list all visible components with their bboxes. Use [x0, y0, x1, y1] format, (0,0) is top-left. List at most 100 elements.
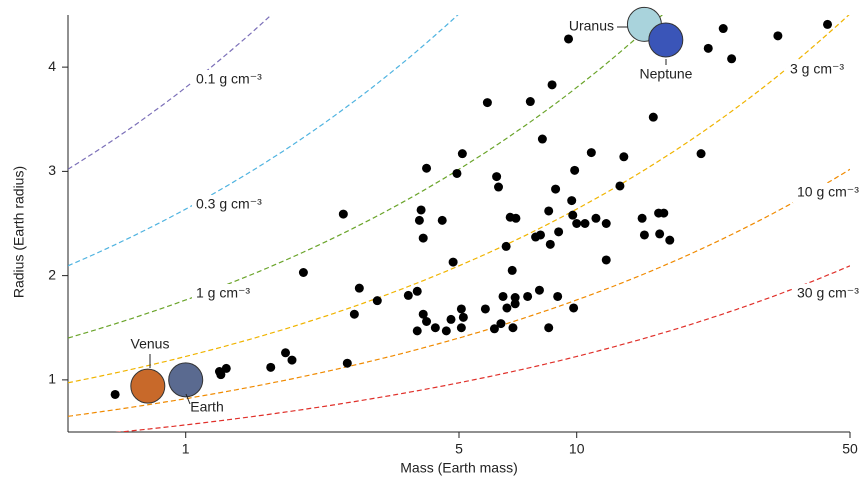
exoplanet-point	[501, 241, 511, 251]
exoplanet-point	[221, 363, 231, 373]
x-tick-label: 5	[455, 441, 463, 457]
exoplanet-point	[494, 182, 504, 192]
density-label: 0.1 g cm⁻³	[196, 71, 262, 87]
exoplanet-point	[564, 34, 574, 44]
exoplanet-point	[338, 209, 348, 219]
exoplanet-point	[591, 213, 601, 223]
label-bg	[192, 195, 276, 215]
planet-label: Earth	[190, 399, 223, 415]
exoplanet-point	[773, 31, 783, 41]
planet-label: Uranus	[569, 18, 614, 34]
density-curve	[68, 15, 459, 267]
planet-label: Neptune	[640, 66, 693, 82]
exoplanet-point	[456, 304, 466, 314]
exoplanet-point	[457, 149, 467, 159]
planet	[130, 368, 166, 404]
exoplanet-point	[544, 206, 554, 216]
exoplanet-point	[441, 326, 451, 336]
y-tick-label: 3	[48, 162, 56, 178]
exoplanet-point	[619, 152, 629, 162]
exoplanet-point	[422, 316, 432, 326]
exoplanet-point	[648, 112, 658, 122]
exoplanet-point	[216, 370, 226, 380]
exoplanet-point	[718, 24, 728, 34]
exoplanet-point	[569, 303, 579, 313]
x-tick-label: 10	[569, 441, 585, 457]
exoplanet-point	[498, 291, 508, 301]
density-label: 10 g cm⁻³	[797, 184, 859, 200]
exoplanet-point	[823, 19, 833, 29]
exoplanet-point	[507, 265, 517, 275]
exoplanet-point	[418, 309, 428, 319]
density-label: 3 g cm⁻³	[790, 61, 844, 77]
label-bg	[192, 284, 276, 304]
density-curve	[68, 15, 272, 170]
exoplanet-point	[551, 184, 561, 194]
exoplanet-point	[567, 196, 577, 206]
exoplanet-point	[266, 362, 276, 372]
label-bg	[793, 183, 864, 203]
exoplanet-point	[523, 291, 533, 301]
exoplanet-point	[414, 215, 424, 225]
exoplanet-point	[458, 312, 468, 322]
exoplanet-point	[570, 165, 580, 175]
exoplanet-point	[511, 213, 521, 223]
planet	[648, 22, 684, 58]
exoplanet-point	[508, 323, 518, 333]
leader-line	[185, 393, 191, 405]
exoplanet-point	[281, 348, 291, 358]
planet	[168, 362, 204, 398]
exoplanet-point	[492, 172, 502, 182]
y-tick-label: 4	[48, 58, 56, 74]
density-curve	[68, 15, 850, 384]
exoplanet-point	[416, 205, 426, 215]
x-tick-label: 1	[182, 441, 190, 457]
exoplanet-point	[496, 319, 506, 329]
planet-label: Venus	[131, 336, 170, 352]
exoplanet-point	[537, 134, 547, 144]
exoplanet-point	[349, 309, 359, 319]
x-axis-label: Mass (Earth mass)	[400, 460, 517, 476]
exoplanet-point	[482, 98, 492, 108]
exoplanet-point	[422, 163, 432, 173]
exoplanet-point	[446, 314, 456, 324]
exoplanet-point	[412, 326, 422, 336]
exoplanet-point	[554, 227, 564, 237]
density-label: 1 g cm⁻³	[196, 285, 250, 301]
exoplanet-point	[354, 283, 364, 293]
exoplanet-point	[553, 291, 563, 301]
exoplanet-point	[534, 285, 544, 295]
exoplanet-point	[601, 219, 611, 228]
exoplanet-point	[703, 43, 713, 53]
exoplanet-point	[696, 149, 706, 159]
exoplanet-point	[510, 299, 520, 309]
exoplanet-point	[665, 235, 675, 245]
exoplanet-point	[418, 233, 428, 243]
exoplanet-point	[456, 323, 466, 333]
exoplanet-point	[637, 213, 647, 223]
exoplanet-point	[403, 290, 413, 300]
exoplanet-point	[287, 355, 297, 365]
label-bg	[192, 70, 276, 90]
exoplanet-point	[727, 54, 737, 64]
exoplanet-point	[412, 286, 422, 296]
exoplanet-point	[502, 303, 512, 313]
y-tick-label: 1	[48, 371, 56, 387]
density-curve	[68, 168, 850, 417]
exoplanet-point	[601, 255, 611, 265]
exoplanet-point	[110, 389, 120, 399]
exoplanet-point	[659, 208, 669, 218]
label-bg	[786, 60, 864, 80]
exoplanet-point	[568, 210, 578, 220]
y-axis-label: Radius (Earth radius)	[11, 166, 27, 298]
exoplanet-point	[448, 257, 458, 267]
exoplanet-point	[580, 219, 590, 228]
exoplanet-point	[437, 215, 447, 225]
exoplanet-point	[489, 324, 499, 334]
exoplanet-point	[342, 358, 352, 368]
exoplanet-point	[655, 229, 665, 239]
exoplanet-point	[572, 219, 582, 228]
exoplanet-point	[525, 97, 535, 107]
exoplanet-point	[586, 148, 596, 158]
